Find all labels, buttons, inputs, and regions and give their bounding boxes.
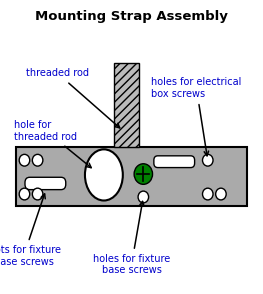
FancyBboxPatch shape [154,156,195,168]
Circle shape [32,154,43,166]
Circle shape [203,154,213,166]
Text: Mounting Strap Assembly: Mounting Strap Assembly [35,10,228,23]
Text: holes for electrical
box screws: holes for electrical box screws [151,77,242,156]
Circle shape [203,188,213,200]
Bar [114,63,139,147]
Text: slots for fixture
base screws: slots for fixture base screws [0,194,61,267]
Text: hole for
threaded rod: hole for threaded rod [14,120,91,168]
Circle shape [32,188,43,200]
Circle shape [216,188,226,200]
Circle shape [19,154,30,166]
Circle shape [134,164,153,184]
FancyBboxPatch shape [25,177,66,190]
Ellipse shape [85,149,123,201]
Text: threaded rod: threaded rod [26,69,120,128]
Bar [16,147,247,206]
Text: holes for fixture
base screws: holes for fixture base screws [93,201,170,275]
Circle shape [19,188,30,200]
Circle shape [138,191,149,203]
